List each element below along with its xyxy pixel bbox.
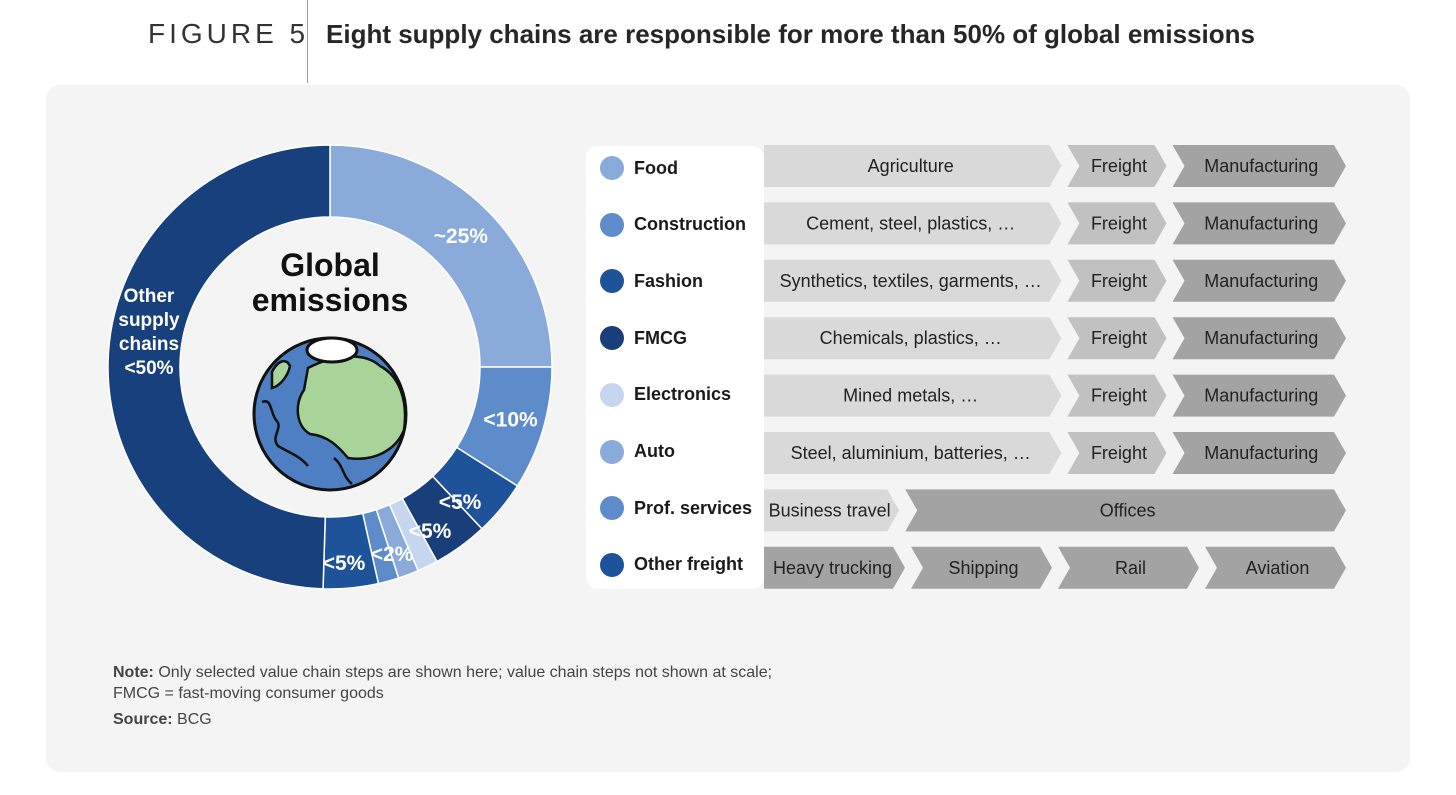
legend-swatch <box>600 326 624 351</box>
note-text: Only selected value chain steps are show… <box>113 664 773 702</box>
figure-title: Eight supply chains are responsible for … <box>326 19 1255 49</box>
legend-label: Construction <box>634 214 746 235</box>
slice-label-other-supply-chains: Other supply chains <50% <box>118 286 180 379</box>
legend-label: Fashion <box>634 270 704 291</box>
source: Source: BCG <box>113 711 212 729</box>
note-prefix: Note: <box>113 664 154 681</box>
legend-swatch <box>600 382 624 407</box>
slice-label-fmcg: <5% <box>409 520 452 543</box>
figure-label: FIGURE 5 <box>148 18 310 49</box>
slice-label-other-freight: <5% <box>323 552 366 575</box>
legend-label: Other freight <box>634 554 744 575</box>
donut-center-title: Global emissions <box>252 247 409 318</box>
legend-label: FMCG <box>634 327 687 348</box>
legend-item-electronics: Electronics <box>600 382 731 408</box>
legend-item-fashion: Fashion <box>600 268 703 294</box>
globe-icon <box>252 336 408 492</box>
slice-label-electronics: <2% <box>371 543 414 566</box>
slice-food <box>329 144 553 368</box>
slice-label-fashion: <5% <box>439 491 482 514</box>
legend-item-other-freight: Other freight <box>600 552 743 578</box>
legend-swatch <box>600 439 624 464</box>
legend-item-construction: Construction <box>600 212 746 238</box>
legend-label: Auto <box>634 441 675 461</box>
slice-other-supply-chains <box>107 144 331 590</box>
title-divider <box>307 0 308 83</box>
slice-label-construction: <10% <box>483 408 538 431</box>
legend-swatch <box>600 496 624 521</box>
legend-swatch <box>600 552 624 577</box>
legend-label: Food <box>634 157 678 178</box>
legend-item-prof-services: Prof. services <box>600 495 752 521</box>
legend-swatch <box>600 156 624 180</box>
legend-item-food: Food <box>600 155 678 181</box>
slice-label-food: ~25% <box>434 225 489 248</box>
source-prefix: Source: <box>113 711 173 728</box>
legend-item-auto: Auto <box>600 439 675 465</box>
legend-swatch <box>600 269 624 294</box>
legend-item-fmcg: FMCG <box>600 325 687 351</box>
donut-chart: ~25%<10%<5%<5%<2%<5%Other supply chains <50… <box>107 144 553 590</box>
note: Note: Only selected value chain steps ar… <box>113 662 773 704</box>
source-text: BCG <box>177 711 212 728</box>
legend-label: Prof. services <box>634 497 753 518</box>
legend-swatch <box>600 212 624 237</box>
legend-label: Electronics <box>634 384 732 405</box>
